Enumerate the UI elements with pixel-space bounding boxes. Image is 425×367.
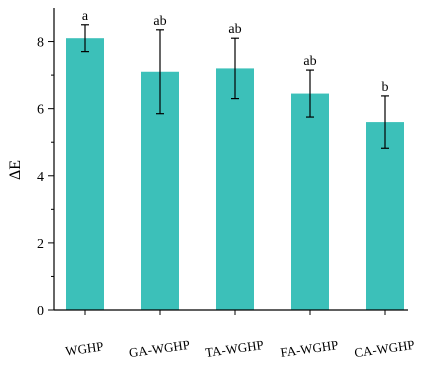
significance-labels: a ab ab ab b (82, 9, 389, 95)
y-axis-ticks: 0 2 4 6 8 (37, 36, 54, 319)
bar-fa-wghp (291, 93, 329, 310)
bar-ta-wghp (216, 68, 254, 311)
y-tick-label: 0 (37, 304, 44, 319)
significance-label: ab (228, 22, 241, 37)
x-axis-labels: WGHP GA-WGHP TA-WGHP FA-WGHP CA-WGHP (64, 310, 415, 360)
error-bars (81, 24, 389, 149)
category-label: WGHP (64, 338, 104, 358)
significance-label: b (382, 80, 389, 95)
significance-label: a (82, 9, 89, 24)
significance-label: ab (303, 54, 316, 69)
y-tick-label: 2 (37, 237, 44, 252)
category-label: FA-WGHP (279, 337, 339, 360)
y-axis-title: ΔE (7, 160, 24, 180)
y-tick-label: 4 (37, 170, 44, 185)
category-label: GA-WGHP (128, 337, 191, 360)
bar-wghp (66, 38, 104, 310)
category-label: CA-WGHP (353, 337, 415, 360)
y-tick-label: 6 (37, 103, 44, 118)
significance-label: ab (153, 14, 166, 29)
category-label: TA-WGHP (204, 337, 264, 360)
y-tick-label: 8 (37, 36, 44, 51)
bars (66, 38, 404, 311)
bar-ca-wghp (366, 122, 404, 310)
